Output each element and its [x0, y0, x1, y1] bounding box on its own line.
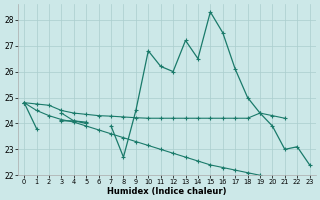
X-axis label: Humidex (Indice chaleur): Humidex (Indice chaleur) — [107, 187, 227, 196]
